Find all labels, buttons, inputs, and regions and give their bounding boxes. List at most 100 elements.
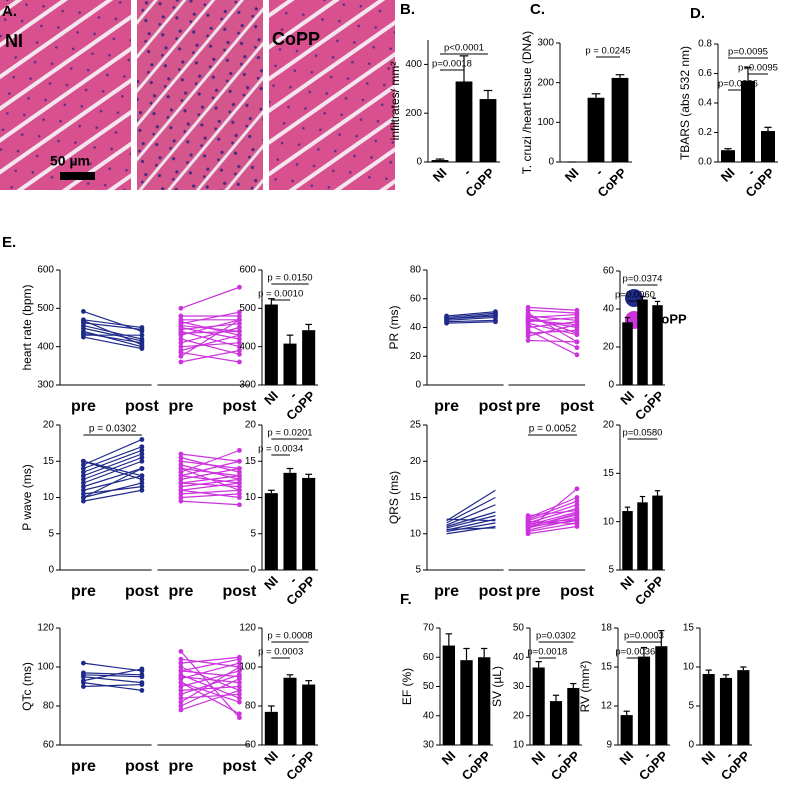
- subject-line: [83, 336, 143, 350]
- pre-point: [178, 458, 184, 464]
- post-point: [237, 715, 242, 721]
- pre-point: [81, 495, 86, 500]
- subject-line: [83, 438, 143, 466]
- subject-line: [180, 351, 240, 363]
- subject-line: [446, 321, 496, 324]
- subject-line: [446, 489, 496, 522]
- y-tick-label: 40: [423, 710, 435, 721]
- y-tick-label: 15: [245, 456, 257, 467]
- pre-point: [81, 318, 86, 323]
- panel-letter: C.: [530, 1, 545, 18]
- post-point: [237, 491, 242, 497]
- x-tick-label: post: [223, 398, 257, 415]
- subject-line: [446, 496, 496, 524]
- post-point: [139, 447, 145, 453]
- subject-line: [180, 338, 240, 355]
- post-point: [574, 315, 580, 320]
- post-point: [574, 521, 580, 526]
- y-tick-label: 80: [410, 265, 422, 276]
- subject-line: [180, 682, 240, 715]
- y-tick-label: 500: [37, 303, 54, 314]
- y-axis-label: QRS (ms): [387, 471, 401, 524]
- subject-line: [180, 656, 240, 664]
- y-tick-label: 0.0: [698, 157, 712, 168]
- y-tick-label: 600: [37, 265, 54, 276]
- subject-line: [180, 342, 240, 348]
- post-point: [574, 330, 580, 336]
- y-tick-label: 80: [43, 701, 55, 712]
- bar: [264, 711, 278, 745]
- post-point: [237, 484, 242, 490]
- subject-line: [180, 326, 240, 340]
- post-point: [139, 487, 145, 493]
- y-tick-label: 50: [513, 623, 525, 634]
- bar: [652, 495, 663, 570]
- pre-point: [178, 660, 184, 666]
- pre-point: [178, 688, 184, 693]
- post-point: [237, 480, 242, 486]
- pre-point: [81, 680, 86, 685]
- pre-point: [178, 476, 184, 482]
- y-tick-label: 100: [239, 662, 256, 673]
- y-tick-label: 10: [513, 740, 525, 751]
- y-tick-label: 200: [405, 108, 422, 119]
- y-tick-label: 20: [603, 420, 615, 431]
- x-tick-label: CoPP: [632, 388, 667, 423]
- subject-line: [180, 311, 240, 325]
- post-point: [574, 502, 580, 508]
- subject-line: [83, 668, 143, 682]
- subject-line: [83, 467, 143, 499]
- p-value: p = 0.0003: [258, 647, 303, 658]
- pre-point: [178, 353, 184, 359]
- p-value: p=0.0018: [432, 59, 472, 70]
- pre-point: [178, 336, 184, 342]
- y-tick-label: 15: [601, 662, 613, 673]
- subject-line: [180, 457, 240, 473]
- pre-point: [178, 466, 184, 471]
- post-point: [237, 336, 242, 342]
- x-tick-label: pre: [516, 398, 541, 415]
- post-point: [574, 352, 580, 358]
- subject-line: [83, 449, 143, 473]
- y-axis-label: infiltrates/ mm²: [388, 62, 402, 141]
- subject-line: [180, 460, 240, 477]
- subject-line: [446, 312, 496, 319]
- subject-line: [527, 509, 578, 517]
- post-point: [237, 656, 242, 662]
- y-tick-label: 20: [410, 456, 422, 467]
- pre-point: [178, 350, 184, 355]
- subject-line: [180, 286, 240, 309]
- post-point: [237, 664, 242, 670]
- subject-line: [180, 449, 240, 473]
- y-tick-label: 0.2: [698, 127, 712, 138]
- subject-line: [180, 489, 240, 499]
- post-point: [139, 451, 145, 457]
- post-point: [237, 344, 242, 350]
- pre-point: [178, 484, 184, 490]
- subject-line: [83, 674, 142, 678]
- x-tick-label: NI: [261, 573, 281, 593]
- bar: [652, 305, 663, 385]
- pre-point: [525, 338, 531, 343]
- post-point: [237, 660, 242, 666]
- post-point: [237, 321, 242, 327]
- pre-point: [81, 484, 86, 490]
- subject-line: [180, 689, 240, 711]
- post-point: [493, 319, 498, 325]
- post-point: [139, 342, 145, 348]
- subject-line: [527, 522, 578, 533]
- y-tick-label: 20: [603, 342, 615, 353]
- pre-point: [81, 476, 86, 482]
- post-point: [139, 332, 145, 338]
- pre-point: [81, 498, 86, 504]
- y-tick-label: 10: [683, 662, 695, 673]
- y-axis-label: heart rate (bpm): [20, 284, 34, 370]
- post-point: [139, 484, 145, 490]
- y-tick-label: 0: [608, 380, 614, 391]
- subject-line: [83, 330, 143, 348]
- subject-line: [180, 685, 240, 691]
- post-point: [237, 466, 242, 471]
- bar: [283, 677, 297, 745]
- x-tick-label: -: [460, 165, 474, 179]
